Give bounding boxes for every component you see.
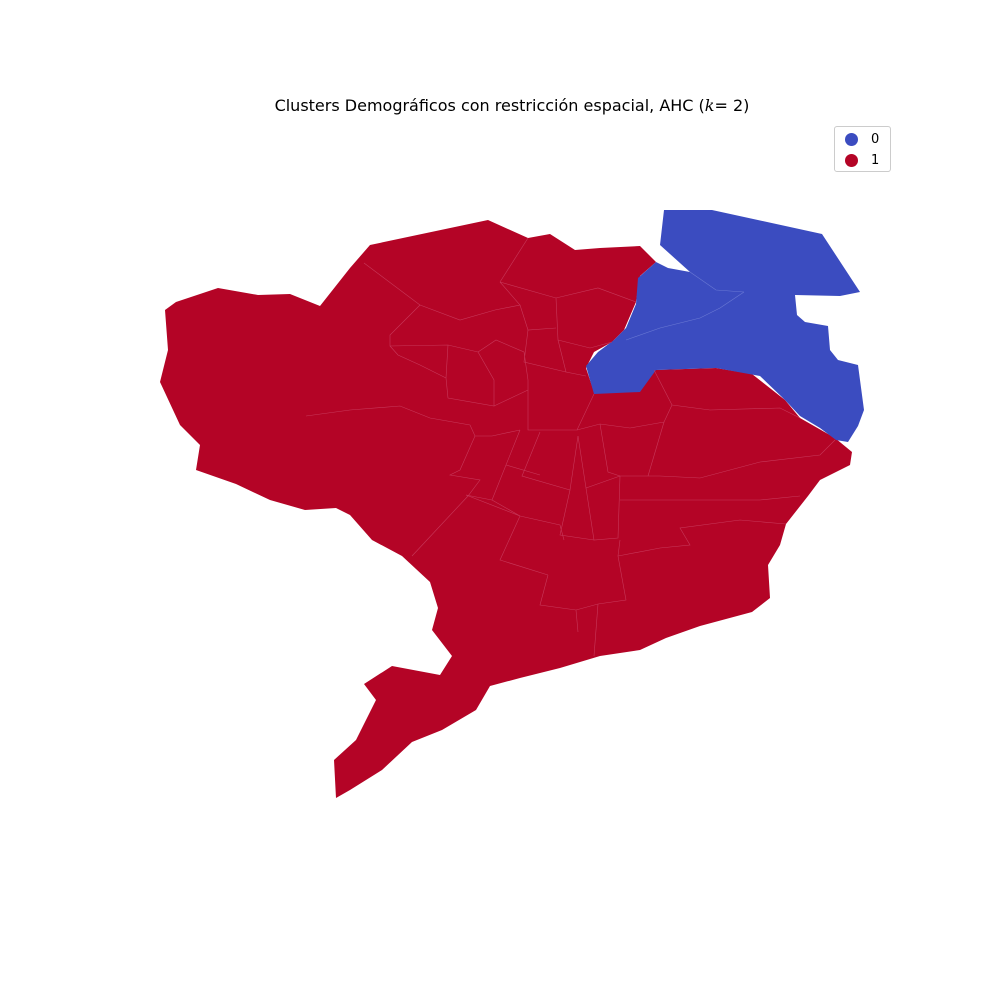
- map-title-suffix: = 2): [714, 96, 750, 115]
- legend: 0 1: [834, 126, 891, 172]
- map-title-prefix: Clusters Demográficos con restricción es…: [274, 96, 705, 115]
- map-title: Clusters Demográficos con restricción es…: [0, 96, 1000, 115]
- cluster-1-area: [160, 220, 852, 798]
- cluster-1-region: [160, 220, 852, 798]
- legend-item-0: 0: [845, 131, 879, 147]
- cluster-0-area: [586, 210, 864, 442]
- cluster-0-region: [586, 210, 864, 442]
- legend-swatch-0: [845, 132, 858, 146]
- legend-item-1: 1: [845, 152, 879, 168]
- map-title-variable: k: [704, 96, 715, 115]
- cluster-0-boundaries: [625, 271, 745, 341]
- legend-label-0: 0: [871, 131, 880, 147]
- municipality-boundaries: [305, 237, 836, 657]
- legend-swatch-1: [845, 153, 858, 167]
- legend-label-1: 1: [871, 152, 880, 168]
